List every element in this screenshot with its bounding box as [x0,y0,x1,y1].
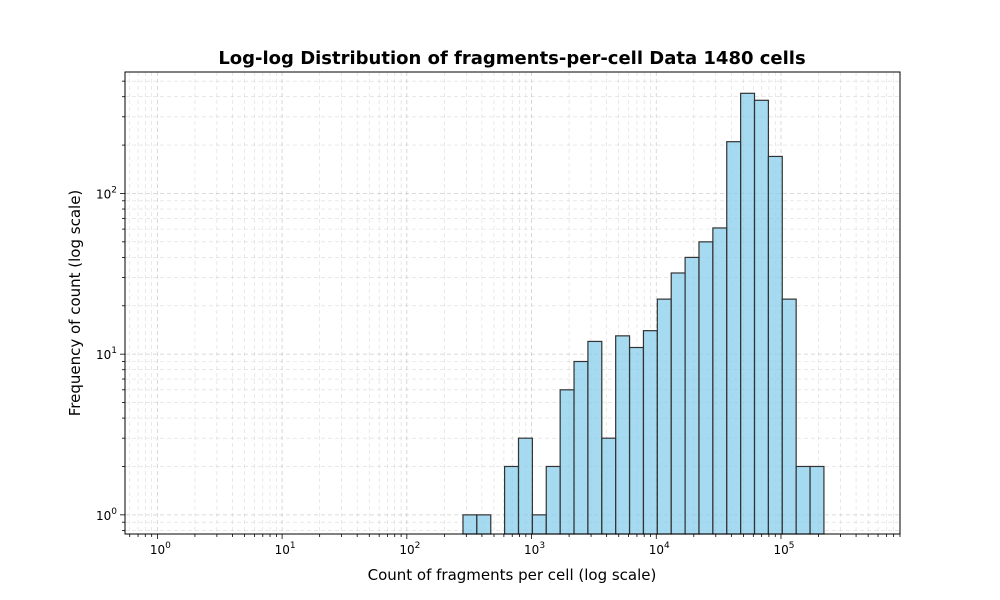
histogram-bar [615,335,631,535]
tick-layer: 100 101 102 103 104 105 100 101 102 [96,80,901,557]
y-tick-label: 102 [96,185,117,201]
x-tick-label: 100 [150,541,171,557]
chart-title: Log-log Distribution of fragments-per-ce… [218,48,805,69]
histogram-bar [809,465,825,535]
histogram-bar [642,330,658,535]
histogram-bar [476,514,492,535]
histogram-bar [726,141,742,535]
histogram-bar [670,272,686,535]
x-tick-label: 104 [649,541,670,557]
histogram-bar [573,360,589,535]
histogram-bar [712,227,728,535]
histogram-bar [740,92,756,535]
histogram-bar [684,256,700,535]
histogram-bar [531,514,547,535]
x-axis-label: Count of fragments per cell (log scale) [368,566,657,584]
histogram-bar [767,155,783,535]
histogram-bar [628,346,645,535]
histogram-bar [781,298,797,535]
histogram-bar [795,465,811,535]
histogram-bar [656,298,672,535]
y-tick-label: 101 [96,346,117,362]
x-tick-label: 105 [773,541,794,557]
histogram-bar [462,514,478,535]
y-tick-label: 100 [96,507,117,523]
y-axis-label: Frequency of count (log scale) [66,190,84,417]
x-tick-label: 103 [524,541,545,557]
histogram-bar [503,465,520,535]
x-tick-label: 101 [275,541,296,557]
histogram-bar [545,465,561,535]
histogram-bar [559,389,575,535]
bar-layer [462,92,825,535]
histogram-bar [601,437,617,535]
histogram-bar [587,340,603,535]
histogram-bar [517,437,534,535]
x-tick-label: 102 [399,541,420,557]
histogram-bar [698,241,714,535]
histogram-bar [753,99,769,535]
